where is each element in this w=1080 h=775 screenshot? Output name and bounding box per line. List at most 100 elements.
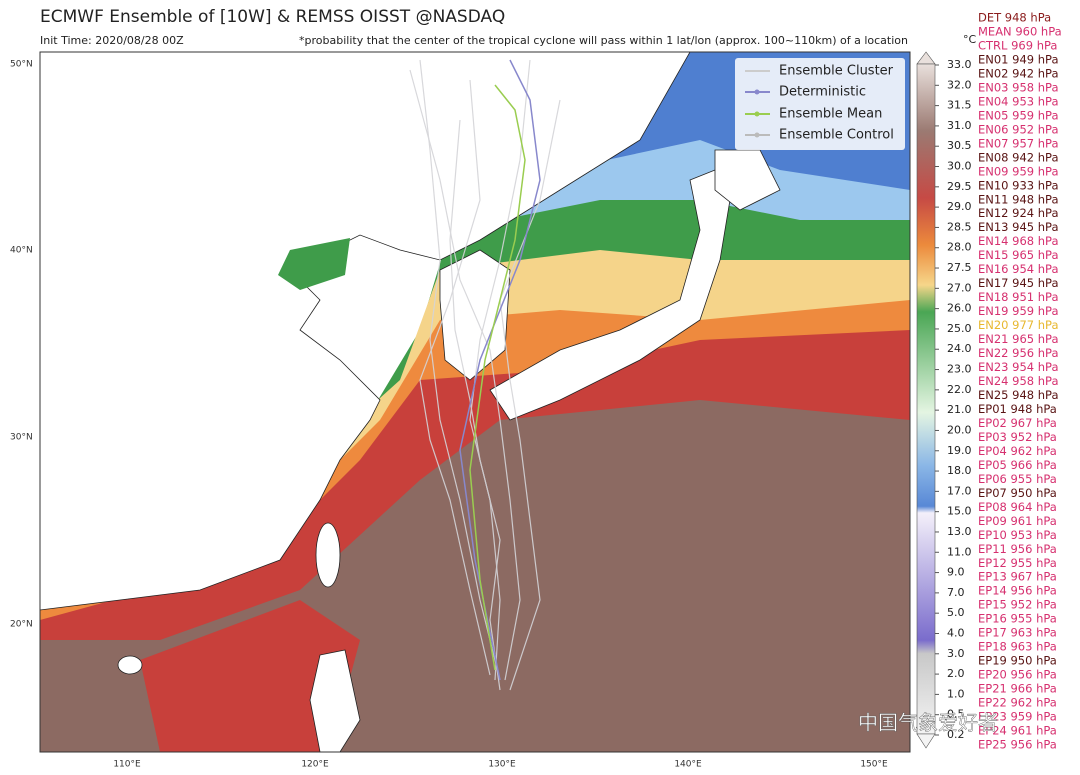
- member-entry: EN10 933 hPa: [978, 178, 1059, 192]
- member-entry: EP24 961 hPa: [978, 724, 1057, 738]
- colorbar-tick-label: 0.2: [947, 728, 965, 741]
- member-entry: EN04 953 hPa: [978, 94, 1059, 108]
- member-entry: EN09 959 hPa: [978, 164, 1059, 178]
- member-entry: EN19 959 hPa: [978, 304, 1059, 318]
- init-time: Init Time: 2020/08/28 00Z: [40, 34, 184, 47]
- colorbar-tick-label: 4.0: [947, 626, 965, 639]
- colorbar-tick-label: 29.0: [947, 200, 972, 213]
- colorbar-tick-label: 15.0: [947, 505, 972, 518]
- lat-label: 40°N: [10, 246, 33, 256]
- watermark: 中国气象爱好者: [858, 711, 998, 735]
- colorbar-tick-label: 30.0: [947, 160, 972, 173]
- lon-label: 120°E: [301, 760, 329, 770]
- colorbar-tick-label: 17.0: [947, 484, 972, 497]
- colorbar-tick-label: 31.5: [947, 99, 972, 112]
- lon-label: 150°E: [860, 760, 888, 770]
- member-entry: EN11 948 hPa: [978, 192, 1059, 206]
- colorbar-tick-label: 19.0: [947, 444, 972, 457]
- member-entry: EP18 963 hPa: [978, 640, 1057, 654]
- member-entry: EP11 956 hPa: [978, 542, 1057, 556]
- legend-entry: Deterministic: [779, 85, 866, 100]
- colorbar-tick-label: 18.0: [947, 464, 972, 477]
- colorbar-tick-label: 20.0: [947, 423, 972, 436]
- map-frame: [39, 51, 911, 753]
- colorbar-tick-label: 9.0: [947, 566, 965, 579]
- member-entry: EN06 952 hPa: [978, 122, 1059, 136]
- member-entry: EP03 952 hPa: [978, 430, 1057, 444]
- member-entry: EP10 953 hPa: [978, 528, 1057, 542]
- colorbar-tick-label: 33.0: [947, 58, 972, 71]
- legend-entry: Ensemble Mean: [779, 107, 882, 122]
- colorbar-tick-label: 28.0: [947, 241, 972, 254]
- colorbar: °C: [916, 33, 977, 749]
- colorbar-tick-label: 29.5: [947, 180, 972, 193]
- colorbar-tick-label: 11.0: [947, 545, 972, 558]
- colorbar-tick-label: 13.0: [947, 525, 972, 538]
- member-entry: DET 948 hPa: [978, 11, 1051, 25]
- title: ECMWF Ensemble of [10W] & REMSS OISST @N…: [40, 7, 505, 27]
- member-entry: EP06 955 hPa: [978, 472, 1057, 486]
- member-entry: EP21 966 hPa: [978, 682, 1057, 696]
- member-entry: EN15 965 hPa: [978, 248, 1059, 262]
- colorbar-tick-label: 0.5: [947, 708, 965, 721]
- member-entry: EP02 967 hPa: [978, 416, 1057, 430]
- colorbar-tick-label: 32.0: [947, 78, 972, 91]
- lon-labels: 110°E 120°E 130°E 140°E 150°E: [113, 760, 888, 770]
- lon-label: 110°E: [113, 760, 141, 770]
- colorbar-unit: °C: [963, 33, 977, 46]
- lon-label: 140°E: [674, 760, 702, 770]
- colorbar-tick-label: 28.5: [947, 220, 972, 233]
- member-entry: EP17 963 hPa: [978, 626, 1057, 640]
- lat-label: 30°N: [10, 433, 33, 443]
- member-entry: EN22 956 hPa: [978, 346, 1059, 360]
- legend-entry: Ensemble Cluster: [779, 64, 894, 79]
- member-entry: EN13 945 hPa: [978, 220, 1059, 234]
- colorbar-tick-label: 27.5: [947, 261, 972, 274]
- note: *probability that the center of the trop…: [299, 34, 908, 47]
- member-entry: EN14 968 hPa: [978, 234, 1059, 248]
- member-entry: EN01 949 hPa: [978, 52, 1059, 66]
- member-entry: EP15 952 hPa: [978, 598, 1057, 612]
- member-entry: EN20 977 hPa: [978, 318, 1059, 332]
- member-entry: EN03 958 hPa: [978, 80, 1059, 94]
- member-entry: CTRL 969 hPa: [978, 38, 1057, 52]
- member-entry: EN07 957 hPa: [978, 136, 1059, 150]
- colorbar-tick-label: 21.0: [947, 403, 972, 416]
- colorbar-tick-label: 22.0: [947, 383, 972, 396]
- colorbar-tick-label: 5.0: [947, 606, 965, 619]
- member-entry: EP09 961 hPa: [978, 514, 1057, 528]
- member-entry: EN24 958 hPa: [978, 374, 1059, 388]
- member-entry: EN12 924 hPa: [978, 206, 1059, 220]
- member-entry: EP01 948 hPa: [978, 402, 1057, 416]
- colorbar-tick-label: 23.0: [947, 363, 972, 376]
- member-entry: EN21 965 hPa: [978, 332, 1059, 346]
- member-entry: EP25 956 hPa: [978, 738, 1057, 752]
- legend-entry: Ensemble Control: [779, 128, 894, 143]
- member-entry: EN05 959 hPa: [978, 108, 1059, 122]
- member-entry: EP20 956 hPa: [978, 668, 1057, 682]
- colorbar-tick-label: 1.0: [947, 687, 965, 700]
- member-entry: EP19 950 hPa: [978, 654, 1057, 668]
- colorbar-tick-label: 31.0: [947, 119, 972, 132]
- member-entry: EN25 948 hPa: [978, 388, 1059, 402]
- member-entry: EP08 964 hPa: [978, 500, 1057, 514]
- member-entry: EP04 962 hPa: [978, 444, 1057, 458]
- lat-label: 20°N: [10, 620, 33, 630]
- member-entry: EP13 967 hPa: [978, 570, 1057, 584]
- member-entry: EP05 966 hPa: [978, 458, 1057, 472]
- colorbar-tick-label: 24.0: [947, 342, 972, 355]
- member-entry: EN23 954 hPa: [978, 360, 1059, 374]
- colorbar-tick-label: 3.0: [947, 647, 965, 660]
- member-entry: EP23 959 hPa: [978, 710, 1057, 724]
- member-entry: EN17 945 hPa: [978, 276, 1059, 290]
- colorbar-tick-label: 2.0: [947, 667, 965, 680]
- member-entry: EP22 962 hPa: [978, 696, 1057, 710]
- map: [40, 52, 910, 752]
- colorbar-tick-label: 26.0: [947, 302, 972, 315]
- legend: Ensemble Cluster Deterministic Ensemble …: [735, 58, 905, 150]
- member-entry: EP16 955 hPa: [978, 612, 1057, 626]
- member-entry: EN08 942 hPa: [978, 150, 1059, 164]
- member-entry: EP14 956 hPa: [978, 584, 1057, 598]
